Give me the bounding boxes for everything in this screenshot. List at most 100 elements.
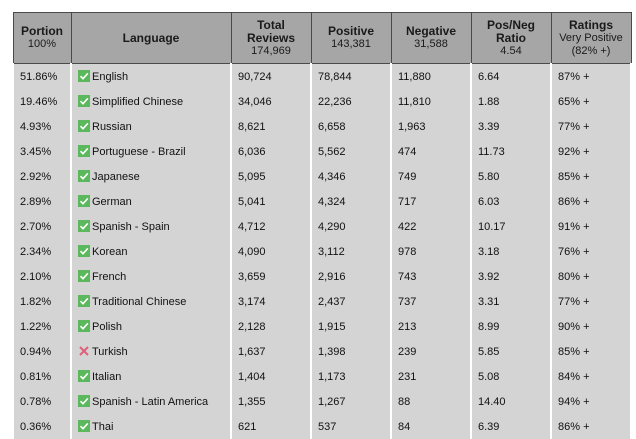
header-title: Ratio: [472, 32, 551, 45]
positive-cell: 1,398: [311, 339, 391, 364]
negative: 737: [398, 296, 416, 308]
header-cell: Language: [71, 13, 231, 64]
total: 1,404: [238, 371, 266, 383]
negative-cell: 88: [391, 389, 471, 414]
rating: 85% +: [558, 346, 590, 358]
negative-cell: 978: [391, 239, 471, 264]
total-cell: 4,090: [231, 239, 311, 264]
total: 621: [238, 421, 256, 433]
language-cell: Russian: [71, 114, 231, 139]
portion-cell: 2.34%: [13, 239, 71, 264]
language: Portuguese - Brazil: [92, 146, 186, 158]
header-subtitle: Very Positive: [552, 32, 631, 45]
total-cell: 6,036: [231, 139, 311, 164]
ratio: 3.92: [478, 271, 499, 283]
ratio: 6.39: [478, 421, 499, 433]
negative: 11,880: [398, 71, 431, 83]
ratio: 3.31: [478, 296, 499, 308]
rating-cell: 87% +: [551, 64, 631, 90]
ratio-cell: 5.80: [471, 164, 551, 189]
ratio: 3.39: [478, 121, 499, 133]
negative: 84: [398, 421, 410, 433]
check-icon: [78, 145, 90, 157]
check-icon: [78, 245, 90, 257]
negative: 1,963: [398, 121, 426, 133]
portion: 51.86%: [20, 71, 57, 83]
total: 2,128: [238, 321, 266, 333]
negative: 11,810: [398, 96, 431, 108]
rating-cell: 90% +: [551, 314, 631, 339]
portion-cell: 19.46%: [13, 89, 71, 114]
rating: 86% +: [558, 421, 590, 433]
ratio-cell: 3.92: [471, 264, 551, 289]
positive-cell: 5,562: [311, 139, 391, 164]
total: 6,036: [238, 146, 266, 158]
language: Spanish - Latin America: [92, 396, 208, 408]
language-cell: Italian: [71, 364, 231, 389]
ratio: 5.08: [478, 371, 499, 383]
positive-cell: 537: [311, 414, 391, 439]
portion-cell: 0.81%: [13, 364, 71, 389]
check-icon: [78, 70, 90, 82]
check-icon: [78, 395, 90, 407]
icon-box: [78, 170, 90, 182]
language: Spanish - Spain: [92, 221, 170, 233]
negative: 749: [398, 171, 416, 183]
icon-box: [78, 420, 90, 432]
language: Thai: [92, 421, 113, 433]
negative: 239: [398, 346, 416, 358]
positive-cell: 1,173: [311, 364, 391, 389]
negative: 422: [398, 221, 416, 233]
check-icon: [78, 320, 90, 332]
language: German: [92, 196, 132, 208]
rating: 77% +: [558, 121, 590, 133]
ratio: 6.64: [478, 71, 499, 83]
header-title: Total: [232, 19, 311, 32]
rating: 91% +: [558, 221, 590, 233]
language-cell: Turkish: [71, 339, 231, 364]
icon-box: [78, 270, 90, 282]
portion-cell: 4.93%: [13, 114, 71, 139]
positive: 22,236: [318, 96, 352, 108]
rating-cell: 86% +: [551, 189, 631, 214]
language-cell: Traditional Chinese: [71, 289, 231, 314]
total-cell: 90,724: [231, 64, 311, 90]
negative: 88: [398, 396, 410, 408]
language-cell: Spanish - Spain: [71, 214, 231, 239]
rating-cell: 77% +: [551, 114, 631, 139]
total: 5,095: [238, 171, 266, 183]
positive: 1,173: [318, 371, 346, 383]
header-subtitle: 4.54: [472, 45, 551, 58]
rating: 87% +: [558, 71, 590, 83]
ratio-cell: 3.31: [471, 289, 551, 314]
total-cell: 2,128: [231, 314, 311, 339]
ratio: 8.99: [478, 321, 499, 333]
negative-cell: 737: [391, 289, 471, 314]
total-cell: 5,095: [231, 164, 311, 189]
positive: 1,915: [318, 321, 346, 333]
ratio-cell: 14.40: [471, 389, 551, 414]
rating-cell: 77% +: [551, 289, 631, 314]
language: French: [92, 271, 126, 283]
positive: 4,324: [318, 196, 346, 208]
header-title: Reviews: [232, 32, 311, 45]
header-title: Portion: [14, 25, 71, 38]
portion: 0.78%: [20, 396, 51, 408]
rating-cell: 76% +: [551, 239, 631, 264]
portion: 0.94%: [20, 346, 51, 358]
portion-cell: 2.10%: [13, 264, 71, 289]
positive-cell: 3,112: [311, 239, 391, 264]
ratio: 3.18: [478, 246, 499, 258]
ratio-cell: 5.08: [471, 364, 551, 389]
positive-cell: 1,915: [311, 314, 391, 339]
positive-cell: 4,290: [311, 214, 391, 239]
total-cell: 621: [231, 414, 311, 439]
icon-box: [78, 145, 90, 157]
